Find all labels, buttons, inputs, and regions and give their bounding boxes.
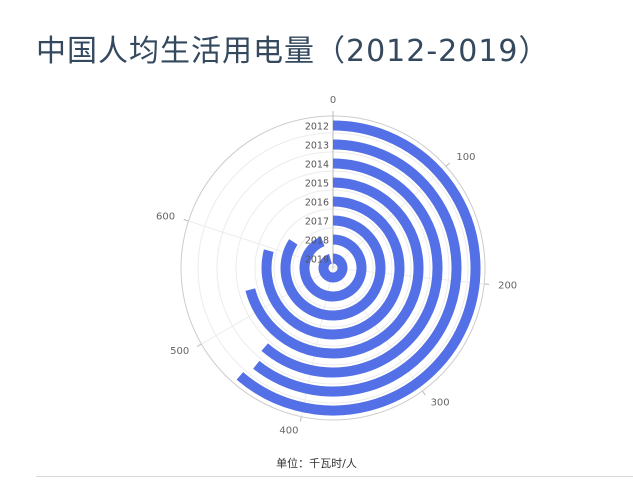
angle-tick-label: 300 xyxy=(431,397,450,408)
angle-tick-mark xyxy=(196,343,202,347)
category-label-2012: 2012 xyxy=(305,122,329,133)
category-labels: 2012 2013 2014 2015 2016 2017 2018 2019 xyxy=(305,122,329,266)
bar-2012 xyxy=(236,120,481,416)
angle-tick-labels: 0 100 200 300 400 500 600 xyxy=(156,95,517,436)
data-bars xyxy=(236,120,481,416)
category-label-2018: 2018 xyxy=(305,236,329,247)
bottom-divider xyxy=(36,476,633,477)
bar-2017 xyxy=(280,215,386,321)
category-label-2016: 2016 xyxy=(305,198,329,209)
angle-tick-mark xyxy=(299,416,302,422)
page-title: 中国人均生活用电量（2012-2019） xyxy=(36,34,550,69)
bar-2015 xyxy=(245,177,424,359)
category-label-2017: 2017 xyxy=(305,217,329,228)
angle-tick-label: 400 xyxy=(279,425,298,436)
bar-2018 xyxy=(299,234,367,302)
angle-tick-mark xyxy=(421,390,426,396)
angle-tick-label: 600 xyxy=(156,212,175,223)
bar-2019 xyxy=(318,253,348,283)
angle-tick-mark xyxy=(183,219,189,222)
category-label-2015: 2015 xyxy=(305,179,329,190)
angle-tick-mark xyxy=(445,162,451,167)
angle-tick-mark xyxy=(484,283,490,285)
angle-tick-label: 0 xyxy=(330,95,336,106)
angle-tick-label: 500 xyxy=(170,346,189,357)
category-label-2014: 2014 xyxy=(305,160,329,171)
bar-2014 xyxy=(261,158,443,378)
category-label-2013: 2013 xyxy=(305,141,329,152)
angle-tick-label: 100 xyxy=(456,152,475,163)
category-label-2019: 2019 xyxy=(305,255,329,266)
bar-2016 xyxy=(261,196,405,340)
angle-tick-label: 200 xyxy=(498,280,517,291)
unit-note: 单位：千瓦时/人 xyxy=(276,457,357,470)
bar-2013 xyxy=(253,139,462,397)
